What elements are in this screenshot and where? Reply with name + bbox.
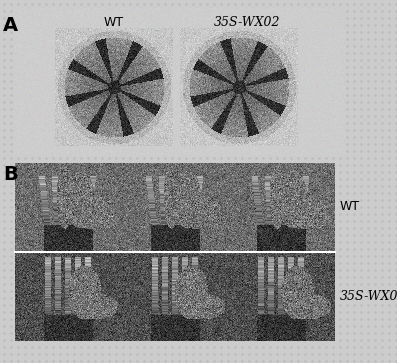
Text: WT: WT xyxy=(340,200,360,213)
Text: WT: WT xyxy=(104,16,124,29)
Text: B: B xyxy=(3,165,18,184)
Text: 35S-WX02: 35S-WX02 xyxy=(340,290,397,303)
Text: A: A xyxy=(3,16,18,35)
Text: 35S-WX02: 35S-WX02 xyxy=(214,16,281,29)
